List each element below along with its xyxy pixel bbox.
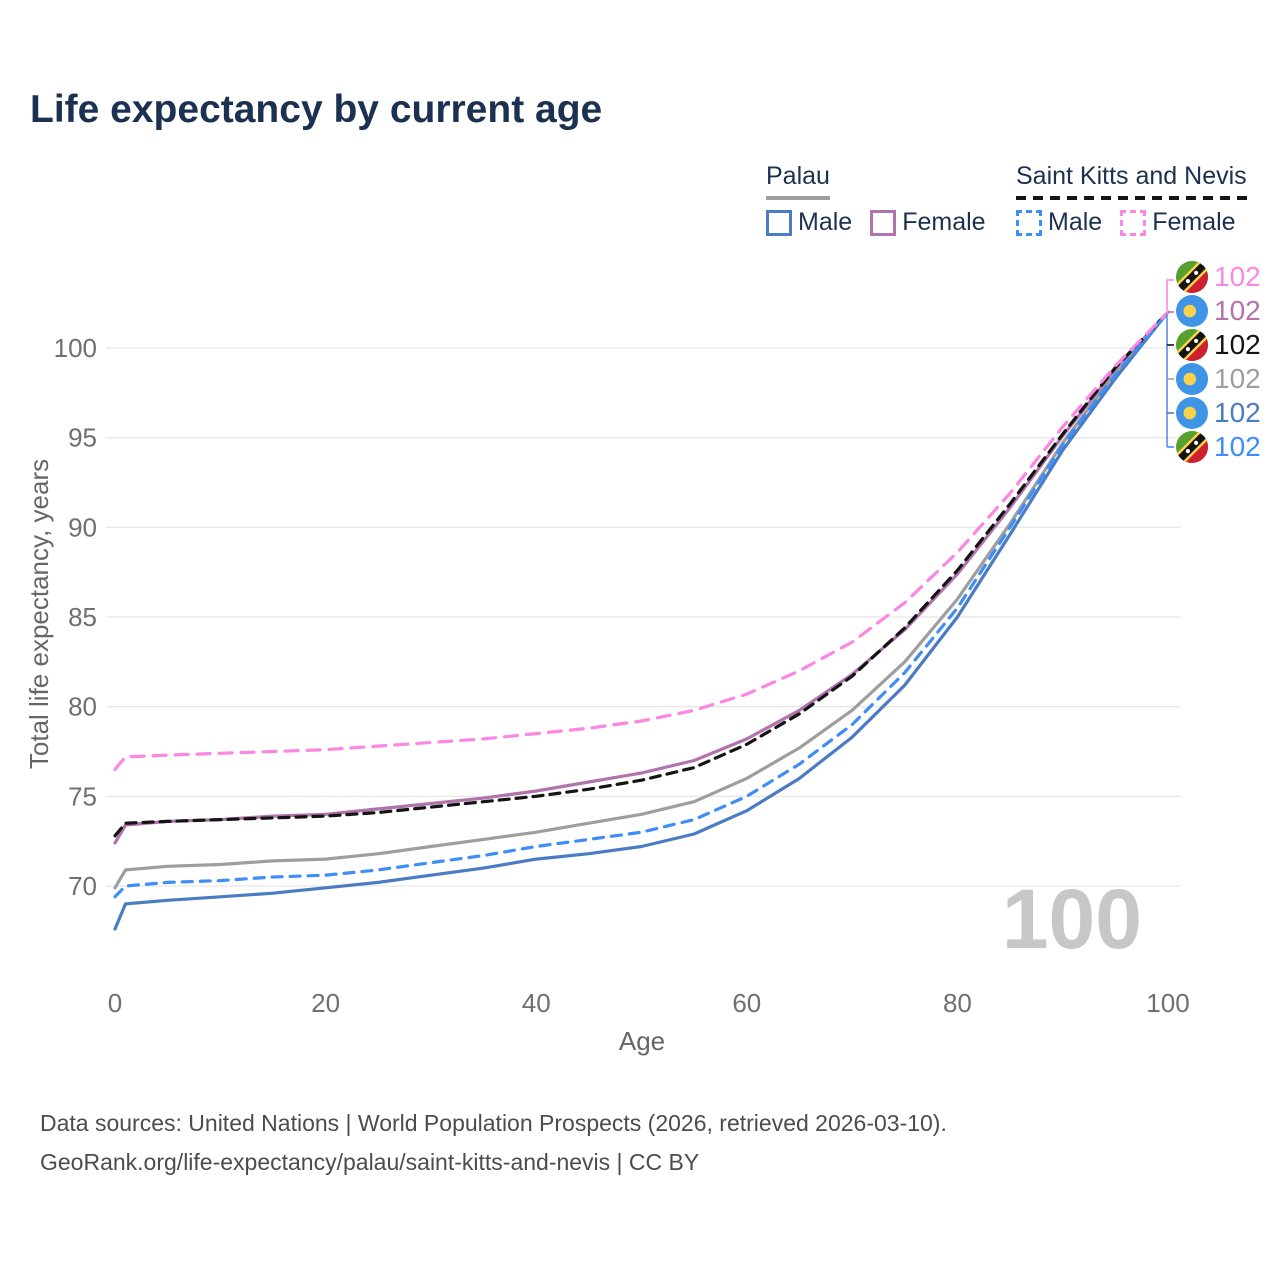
legend-swatch-skn-female[interactable] [1120, 209, 1147, 236]
x-tick-label-40: 40 [522, 988, 551, 1018]
y-tick-label-90: 90 [68, 512, 97, 542]
x-tick-label-20: 20 [311, 988, 340, 1018]
end-value-label-skn-total: 102 [1214, 329, 1261, 360]
legend-group-palau: Palau Male Female [766, 162, 986, 237]
legend-underline-palau [766, 196, 830, 200]
legend-group-title-saint-kitts-and-nevis[interactable]: Saint Kitts and Nevis [1016, 162, 1247, 190]
series-line-palau-male[interactable] [113, 310, 1170, 931]
y-tick-label-85: 85 [68, 602, 97, 632]
legend-group-saint-kitts-and-nevis: Saint Kitts and Nevis Male Female [1016, 162, 1253, 237]
saint-kitts-and-nevis-flag-icon [1173, 326, 1211, 364]
end-value-label-palau-female: 102 [1214, 295, 1261, 326]
y-tick-label-95: 95 [68, 423, 97, 453]
end-value-label-skn-male: 102 [1214, 431, 1261, 462]
chart-title: Life expectancy by current age [30, 88, 603, 131]
legend-item-skn-male[interactable]: Male [1016, 208, 1102, 237]
legend-item-palau-female[interactable]: Female [870, 208, 986, 237]
legend-label-skn-female: Female [1152, 208, 1236, 236]
legend-underline-saint-kitts-and-nevis [1016, 196, 1253, 200]
series-line-palau-total[interactable] [113, 310, 1170, 890]
x-tick-label-80: 80 [943, 988, 972, 1018]
end-value-label-palau-total: 102 [1214, 363, 1261, 394]
footer: Data sources: United Nations | World Pop… [40, 1104, 947, 1182]
y-tick-label-80: 80 [68, 692, 97, 722]
x-tick-label-100: 100 [1146, 988, 1189, 1018]
saint-kitts-and-nevis-flag-icon [1173, 428, 1211, 466]
palau-flag-icon [1176, 363, 1208, 395]
y-axis-title: Total life expectancy, years [24, 459, 54, 769]
series-line-skn-male[interactable] [113, 310, 1170, 899]
legend-group-title-palau[interactable]: Palau [766, 162, 830, 190]
legend-swatch-palau-female[interactable] [870, 209, 897, 236]
series-line-palau-female[interactable] [113, 310, 1170, 845]
end-value-label-palau-male: 102 [1214, 397, 1261, 428]
palau-flag-icon [1176, 295, 1208, 327]
y-tick-label-75: 75 [68, 781, 97, 811]
end-value-label-skn-female: 102 [1214, 261, 1261, 292]
series-line-skn-female[interactable] [113, 310, 1170, 772]
series-line-skn-total[interactable] [113, 310, 1170, 838]
legend-label-skn-male: Male [1048, 208, 1103, 236]
legend-label-palau-male: Male [798, 208, 853, 236]
legend-item-skn-female[interactable]: Female [1120, 208, 1236, 237]
legend-label-palau-female: Female [902, 208, 986, 236]
x-tick-label-0: 0 [108, 988, 122, 1018]
saint-kitts-and-nevis-flag-icon [1173, 258, 1211, 296]
x-tick-label-60: 60 [732, 988, 761, 1018]
x-axis-title: Age [619, 1026, 665, 1056]
y-tick-label-70: 70 [68, 871, 97, 901]
footer-source-line: Data sources: United Nations | World Pop… [40, 1110, 947, 1136]
legend-swatch-palau-male[interactable] [766, 209, 792, 236]
legend-item-palau-male[interactable]: Male [766, 208, 852, 237]
y-tick-label-100: 100 [54, 333, 97, 363]
footer-attribution-line[interactable]: GeoRank.org/life-expectancy/palau/saint-… [40, 1149, 700, 1175]
legend-swatch-skn-male[interactable] [1016, 209, 1042, 236]
leader-line-pink [1166, 279, 1174, 310]
palau-flag-icon [1176, 397, 1208, 429]
age-watermark: 100 [1002, 872, 1142, 966]
